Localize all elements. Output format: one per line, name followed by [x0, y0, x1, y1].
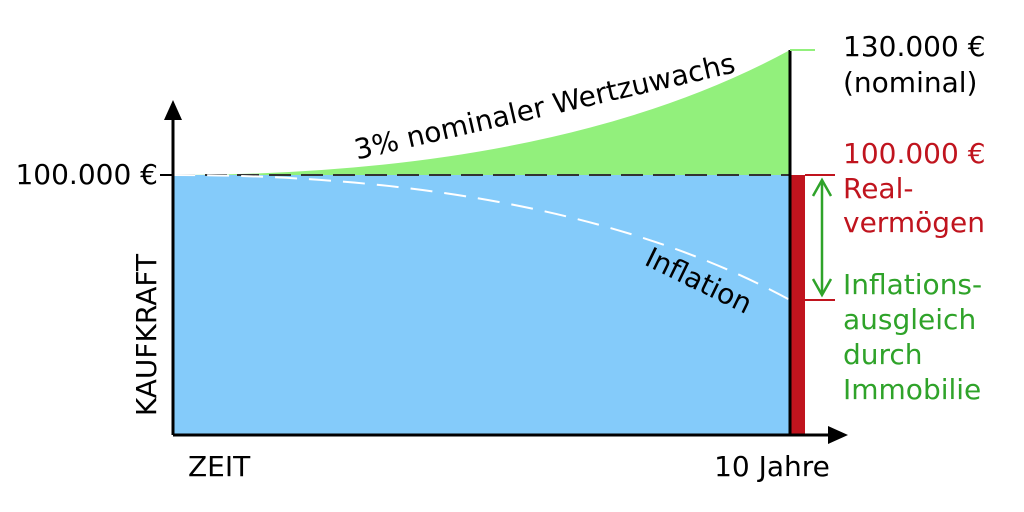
y-label: KAUFKRAFT	[130, 253, 163, 416]
real-value: 100.000 €	[843, 137, 986, 170]
arrow-head	[811, 278, 833, 298]
x-end: 10 Jahre	[714, 450, 830, 483]
y-value: 100.000 €	[15, 158, 158, 191]
y-axis-arrow	[164, 100, 182, 120]
nominal-value: 130.000 €	[843, 30, 986, 63]
real-line: vermögen	[843, 206, 985, 239]
compensation-line: durch	[843, 338, 923, 371]
nominal-note: (nominal)	[843, 66, 977, 99]
nominal-area	[173, 50, 790, 175]
purchasing-power-area	[173, 175, 790, 435]
arrow-head	[811, 177, 833, 197]
x-axis-arrow	[828, 426, 848, 444]
real-line: Real-	[843, 172, 913, 205]
inflation-curve	[172, 174, 791, 301]
compensation-line: Inflations-	[843, 268, 982, 301]
compensation-line: ausgleich	[843, 303, 976, 336]
x-start: ZEIT	[188, 450, 251, 483]
compensation-line: Immobilie	[843, 373, 981, 406]
real-value-bar	[790, 175, 805, 435]
